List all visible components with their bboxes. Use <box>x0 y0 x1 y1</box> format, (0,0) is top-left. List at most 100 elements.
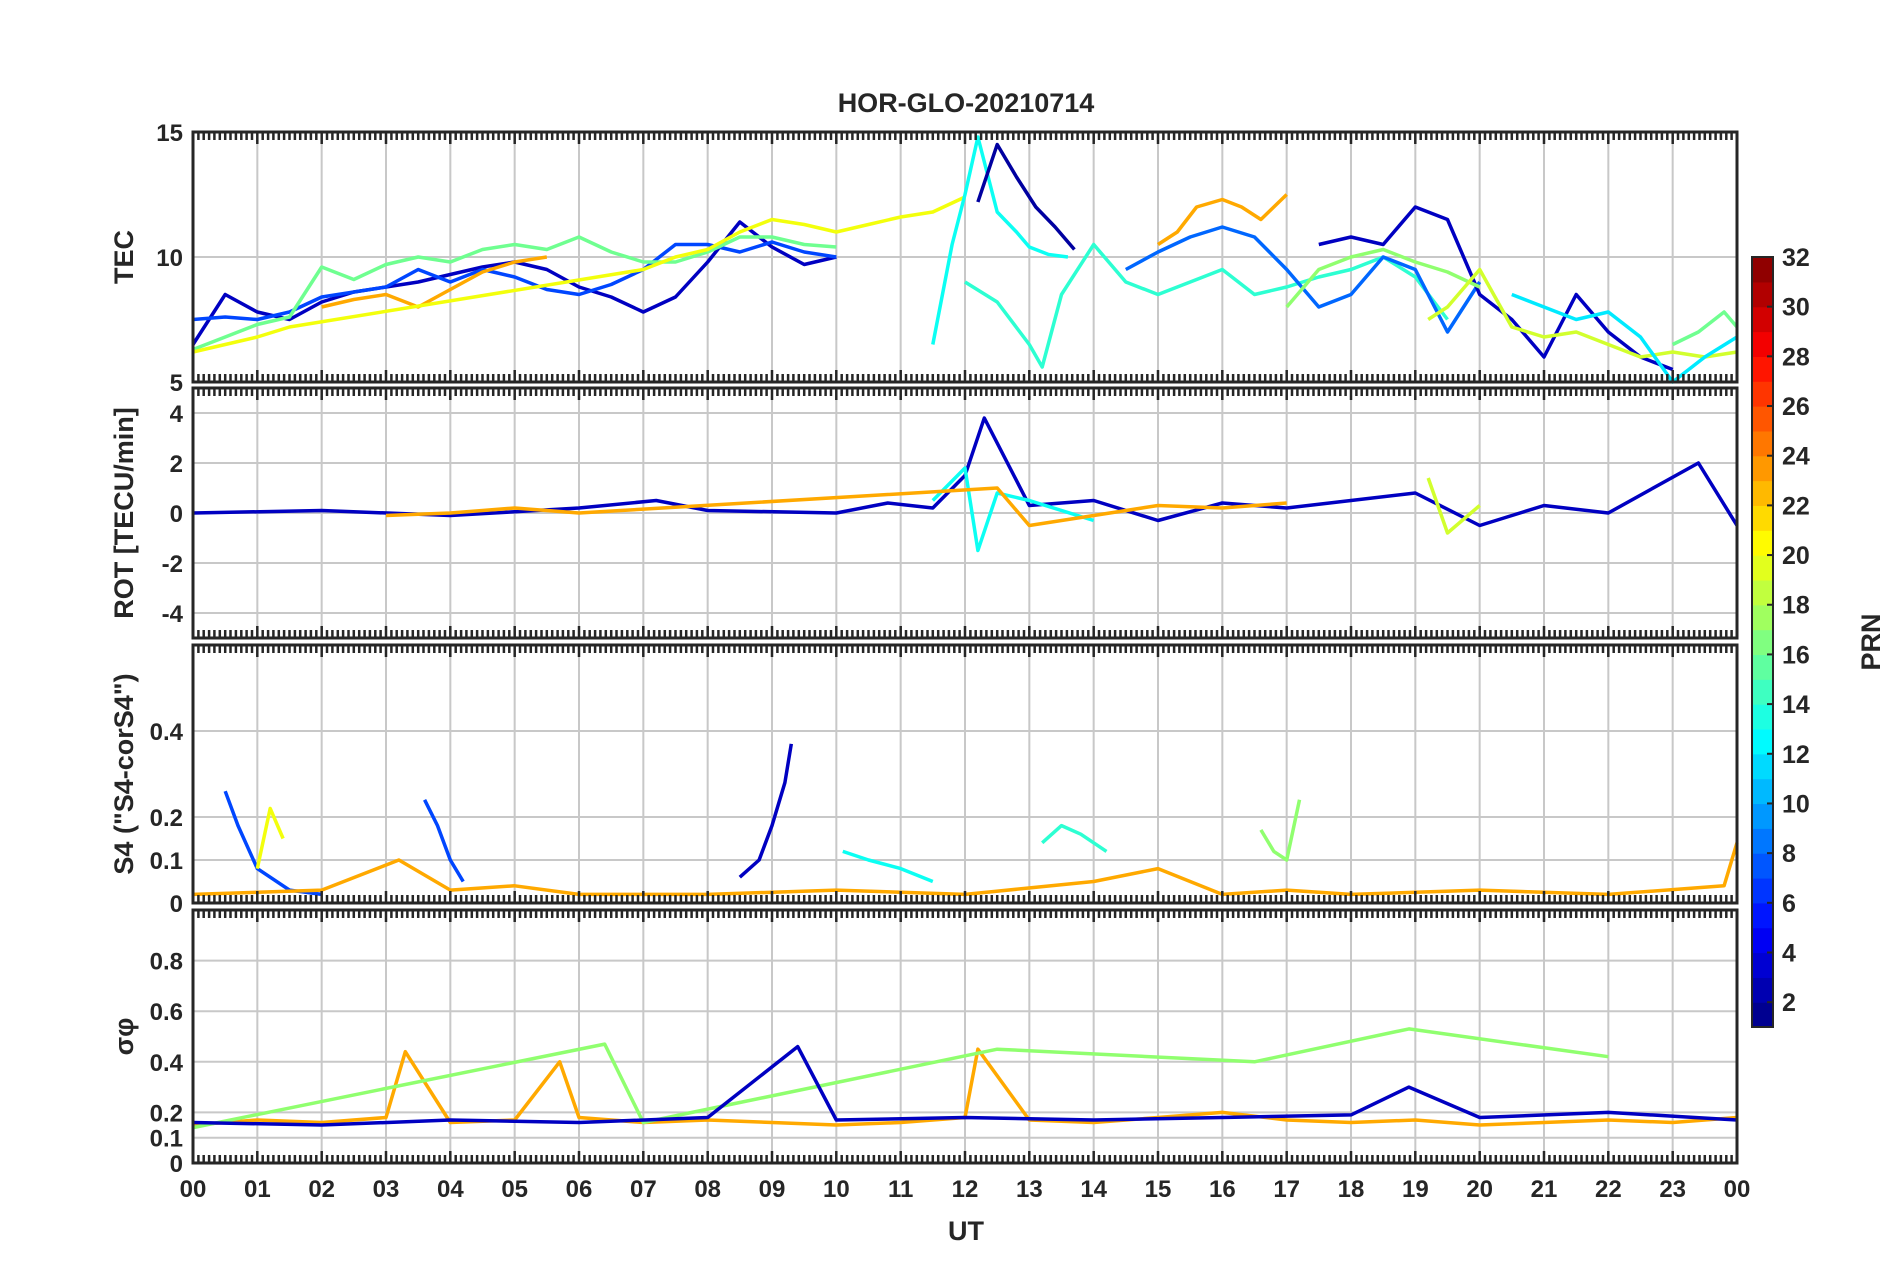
colorbar-segment <box>1752 877 1773 904</box>
x-axis-label: UT <box>948 1216 984 1246</box>
y-tick-label: 0 <box>170 1151 183 1178</box>
series-line-prn-3 <box>1318 205 1674 372</box>
series-line-prn-19 <box>1427 267 1738 359</box>
y-tick-label: 0.4 <box>150 1050 184 1077</box>
colorbar-segment <box>1752 927 1773 954</box>
colorbar-tick-label: 22 <box>1782 492 1810 520</box>
x-tick-label: 20 <box>1466 1176 1493 1203</box>
colorbar-tick-label: 24 <box>1782 443 1810 471</box>
y-tick-label: 10 <box>156 245 183 272</box>
series-line-prn-19 <box>1426 477 1481 535</box>
y-tick-label: 0.4 <box>150 719 184 746</box>
colorbar-tick-label: 28 <box>1782 343 1810 371</box>
colorbar-segment <box>1752 778 1773 805</box>
x-tick-label: 21 <box>1531 1176 1558 1203</box>
colorbar-segment <box>1752 902 1773 929</box>
x-tick-label: 02 <box>308 1176 335 1203</box>
colorbar-segment <box>1752 331 1773 357</box>
colorbar-segment <box>1752 1002 1773 1028</box>
colorbar-segment <box>1752 654 1773 680</box>
x-tick-label: 09 <box>759 1176 786 1203</box>
colorbar-tick-label: 10 <box>1782 790 1810 818</box>
colorbar-segment <box>1752 381 1773 407</box>
y-tick-label: 2 <box>170 451 183 478</box>
series-line-prn-16 <box>1671 310 1739 347</box>
y-tick-label: 4 <box>170 401 184 428</box>
series-line-prn-13 <box>931 135 1069 345</box>
colorbar-segment <box>1752 480 1773 506</box>
x-tick-label: 13 <box>1016 1176 1043 1203</box>
x-tick-label: 00 <box>1724 1176 1751 1203</box>
y-tick-label: 0.6 <box>150 999 183 1026</box>
y-axis-label: S4 ("S4-corS4") <box>109 673 139 874</box>
colorbar-segment <box>1752 306 1773 333</box>
x-tick-label: 19 <box>1402 1176 1429 1203</box>
colorbar-segment <box>1752 952 1773 978</box>
x-tick-label: 05 <box>501 1176 528 1203</box>
colorbar-segment <box>1752 356 1773 382</box>
y-tick-label: 0 <box>170 891 183 918</box>
series-line-prn-12 <box>1511 292 1738 384</box>
colorbar-tick-label: 2 <box>1782 989 1796 1017</box>
colorbar-segment <box>1752 728 1773 755</box>
x-tick-label: 12 <box>952 1176 979 1203</box>
colorbar-tick-label: 18 <box>1782 592 1810 620</box>
colorbar-tick-label: 8 <box>1782 840 1796 868</box>
x-tick-label: 04 <box>437 1176 464 1203</box>
x-tick-label: 23 <box>1659 1176 1686 1203</box>
series-line-prn-2 <box>976 142 1076 251</box>
y-axis-label: ROT [TECU/min] <box>109 407 139 618</box>
colorbar-tick-label: 6 <box>1782 890 1796 918</box>
x-minor-ticks <box>191 645 1739 903</box>
colorbar-segment <box>1752 281 1773 308</box>
colorbar-tick-label: 20 <box>1782 542 1810 570</box>
y-tick-label: 0.1 <box>150 848 183 875</box>
series-line-prn-7 <box>192 240 837 322</box>
x-tick-label: 15 <box>1145 1176 1172 1203</box>
colorbar-tick-label: 16 <box>1782 641 1810 669</box>
colorbar-frame <box>1751 256 1774 1028</box>
x-minor-ticks <box>191 388 1739 638</box>
x-tick-label: 06 <box>566 1176 593 1203</box>
series-line-prn-20 <box>255 806 285 869</box>
panel-1: 5 10 15 TEC <box>109 120 1739 397</box>
colorbar-label: PRN <box>1856 613 1886 670</box>
series-line-prn-16 <box>192 235 837 352</box>
colorbar-segment <box>1752 430 1773 457</box>
x-tick-label: 01 <box>244 1176 271 1203</box>
series-line-prn-13 <box>931 466 1095 553</box>
series-line-prn-7 <box>423 799 465 883</box>
colorbar-tick-label: 26 <box>1782 393 1810 421</box>
x-tick-label: 11 <box>888 1176 913 1203</box>
series-line-prn-23 <box>1157 193 1288 246</box>
colorbar-segment <box>1752 406 1773 432</box>
y-tick-label: 0 <box>170 501 183 528</box>
colorbar-tick-label: 32 <box>1782 244 1810 272</box>
colorbar-segment <box>1752 555 1773 581</box>
y-tick-label: -2 <box>162 551 183 578</box>
y-tick-label: 0.2 <box>150 1100 183 1127</box>
colorbar-segment <box>1752 530 1773 556</box>
series-line-prn-17 <box>192 1027 1609 1130</box>
y-tick-label: 0.8 <box>150 949 183 976</box>
series-line-prn-13 <box>842 849 934 884</box>
x-tick-label: 03 <box>373 1176 400 1203</box>
x-tick-label: 10 <box>823 1176 850 1203</box>
colorbar-segment <box>1752 828 1773 854</box>
x-tick-label: 16 <box>1209 1176 1236 1203</box>
y-tick-label: 0.2 <box>150 805 183 832</box>
series-line-prn-23 <box>385 486 1287 528</box>
series-line-prn-17 <box>1285 247 1481 309</box>
series-line-prn-3 <box>738 743 794 879</box>
colorbar-segment <box>1752 455 1773 482</box>
chart-title: HOR-GLO-20210714 <box>838 88 1095 118</box>
x-minor-ticks <box>191 132 1739 382</box>
y-axis-label: TEC <box>109 230 139 284</box>
x-tick-label: 00 <box>180 1176 207 1203</box>
series-line-prn-23 <box>192 1047 1738 1127</box>
colorbar-tick-label: 30 <box>1782 294 1810 322</box>
panel-4: 00.10.2 0.4 0.6 0.8 σφ <box>109 908 1739 1178</box>
series-line-prn-14 <box>1041 823 1108 853</box>
colorbar-segment <box>1752 679 1773 705</box>
